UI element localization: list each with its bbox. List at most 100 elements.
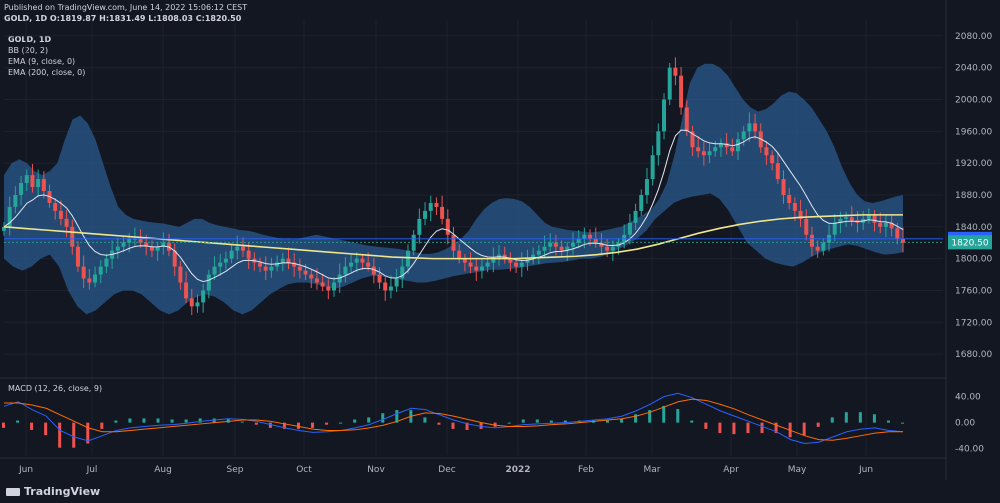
price-tick-label: 1880.00	[955, 191, 992, 201]
ohlc-readout: GOLD, 1D O:1819.87 H:1831.49 L:1808.03 C…	[4, 14, 242, 23]
macd-histogram-bar	[367, 417, 371, 423]
price-tick-label: 1680.00	[955, 350, 992, 360]
candle-body	[576, 238, 581, 243]
time-tick-label: Nov	[367, 465, 385, 475]
candle-body	[570, 242, 575, 247]
candle-body	[440, 206, 445, 219]
candle-body	[792, 202, 797, 211]
candle-body	[263, 266, 268, 271]
macd-histogram-bar	[732, 422, 736, 435]
candle-body	[815, 246, 820, 251]
time-tick-label: Oct	[296, 465, 312, 475]
candle-body	[895, 228, 900, 239]
macd-histogram-bar	[634, 414, 638, 423]
candle-body	[41, 179, 46, 192]
time-tick-label: Dec	[438, 465, 455, 475]
candle-body	[644, 179, 649, 195]
candle-body	[735, 139, 740, 152]
time-tick-label: Feb	[578, 465, 594, 475]
macd-histogram-bar	[226, 418, 230, 423]
macd-histogram-bar	[184, 419, 188, 423]
macd-histogram-bar	[268, 422, 272, 428]
candle-body	[417, 218, 422, 235]
candle-body	[804, 218, 809, 235]
legend-bb[interactable]: BB (20, 2)	[8, 46, 49, 55]
macd-histogram-bar	[662, 405, 666, 423]
time-tick-label: Sep	[227, 465, 244, 475]
time-tick-label: Mar	[644, 465, 661, 475]
price-tick-label: 2040.00	[955, 64, 992, 74]
macd-histogram-bar	[353, 419, 357, 423]
candle-body	[400, 266, 405, 279]
candle-body	[309, 274, 314, 279]
time-tick-label: Jul	[86, 465, 98, 475]
candle-body	[462, 258, 467, 263]
legend-symbol[interactable]: GOLD, 1D	[8, 35, 52, 44]
candle-body	[303, 270, 308, 275]
candle-body	[730, 147, 735, 152]
price-tick-label: 1720.00	[955, 318, 992, 328]
macd-histogram-bar	[437, 422, 441, 425]
macd-histogram-bar	[718, 422, 722, 434]
candle-body	[161, 242, 166, 247]
candle-body	[64, 218, 69, 227]
candle-body	[269, 266, 274, 271]
candle-body	[206, 274, 211, 291]
macd-histogram-bar	[311, 422, 315, 428]
time-tick-label: Jun	[858, 465, 873, 475]
candle-body	[770, 155, 775, 164]
macd-histogram-bar	[844, 412, 848, 423]
candle-body	[235, 246, 240, 251]
candle-body	[371, 266, 376, 275]
candle-body	[753, 123, 758, 132]
candle-body	[155, 246, 160, 251]
macd-histogram-bar	[142, 418, 146, 423]
legend-ema9[interactable]: EMA (9, close, 0)	[8, 57, 76, 66]
macd-histogram-bar	[816, 422, 820, 427]
candle-body	[588, 234, 593, 239]
candle-body	[127, 238, 132, 243]
macd-histogram-bar	[507, 422, 511, 424]
brand-name: TradingView	[24, 485, 101, 498]
macd-tick-label: -40.00	[955, 445, 984, 455]
candle-body	[445, 218, 450, 235]
macd-line	[3, 392, 904, 445]
macd-histogram-bar	[521, 419, 525, 423]
candle-body	[531, 254, 536, 259]
candle-body	[30, 175, 35, 188]
macd-histogram-bar	[746, 422, 750, 434]
candle-body	[883, 222, 888, 227]
macd-histogram-bar	[72, 422, 76, 448]
macd-histogram-bar	[325, 422, 329, 425]
candle-body	[639, 195, 644, 211]
candle-body	[326, 286, 331, 291]
candle-body	[189, 298, 194, 307]
candle-body	[901, 238, 905, 243]
candle-body	[360, 258, 365, 263]
candle-body	[542, 246, 547, 251]
macd-histogram-bar	[830, 417, 834, 423]
candle-body	[132, 238, 137, 240]
candle-body	[582, 234, 587, 239]
price-label-box	[948, 235, 992, 250]
legend-ema200[interactable]: EMA (200, close, 0)	[8, 68, 86, 77]
candle-body	[354, 258, 359, 263]
candle-body	[377, 274, 382, 283]
candle-body	[832, 222, 837, 235]
price-tick-label: 2080.00	[955, 32, 992, 42]
candle-body	[332, 282, 337, 291]
tradingview-brand: TradingView	[6, 485, 100, 498]
macd-histogram-bar	[549, 420, 553, 423]
macd-histogram-bar	[296, 422, 300, 429]
macd-histogram-bar	[100, 422, 104, 429]
candle-body	[258, 262, 263, 267]
candle-body	[184, 282, 189, 299]
candle-body	[673, 67, 678, 76]
candle-body	[195, 302, 200, 307]
bollinger-band	[4, 63, 903, 315]
price-tick-label: 1840.00	[955, 223, 992, 233]
candle-body	[798, 210, 803, 219]
candle-body	[53, 202, 58, 211]
candle-body	[559, 246, 564, 251]
